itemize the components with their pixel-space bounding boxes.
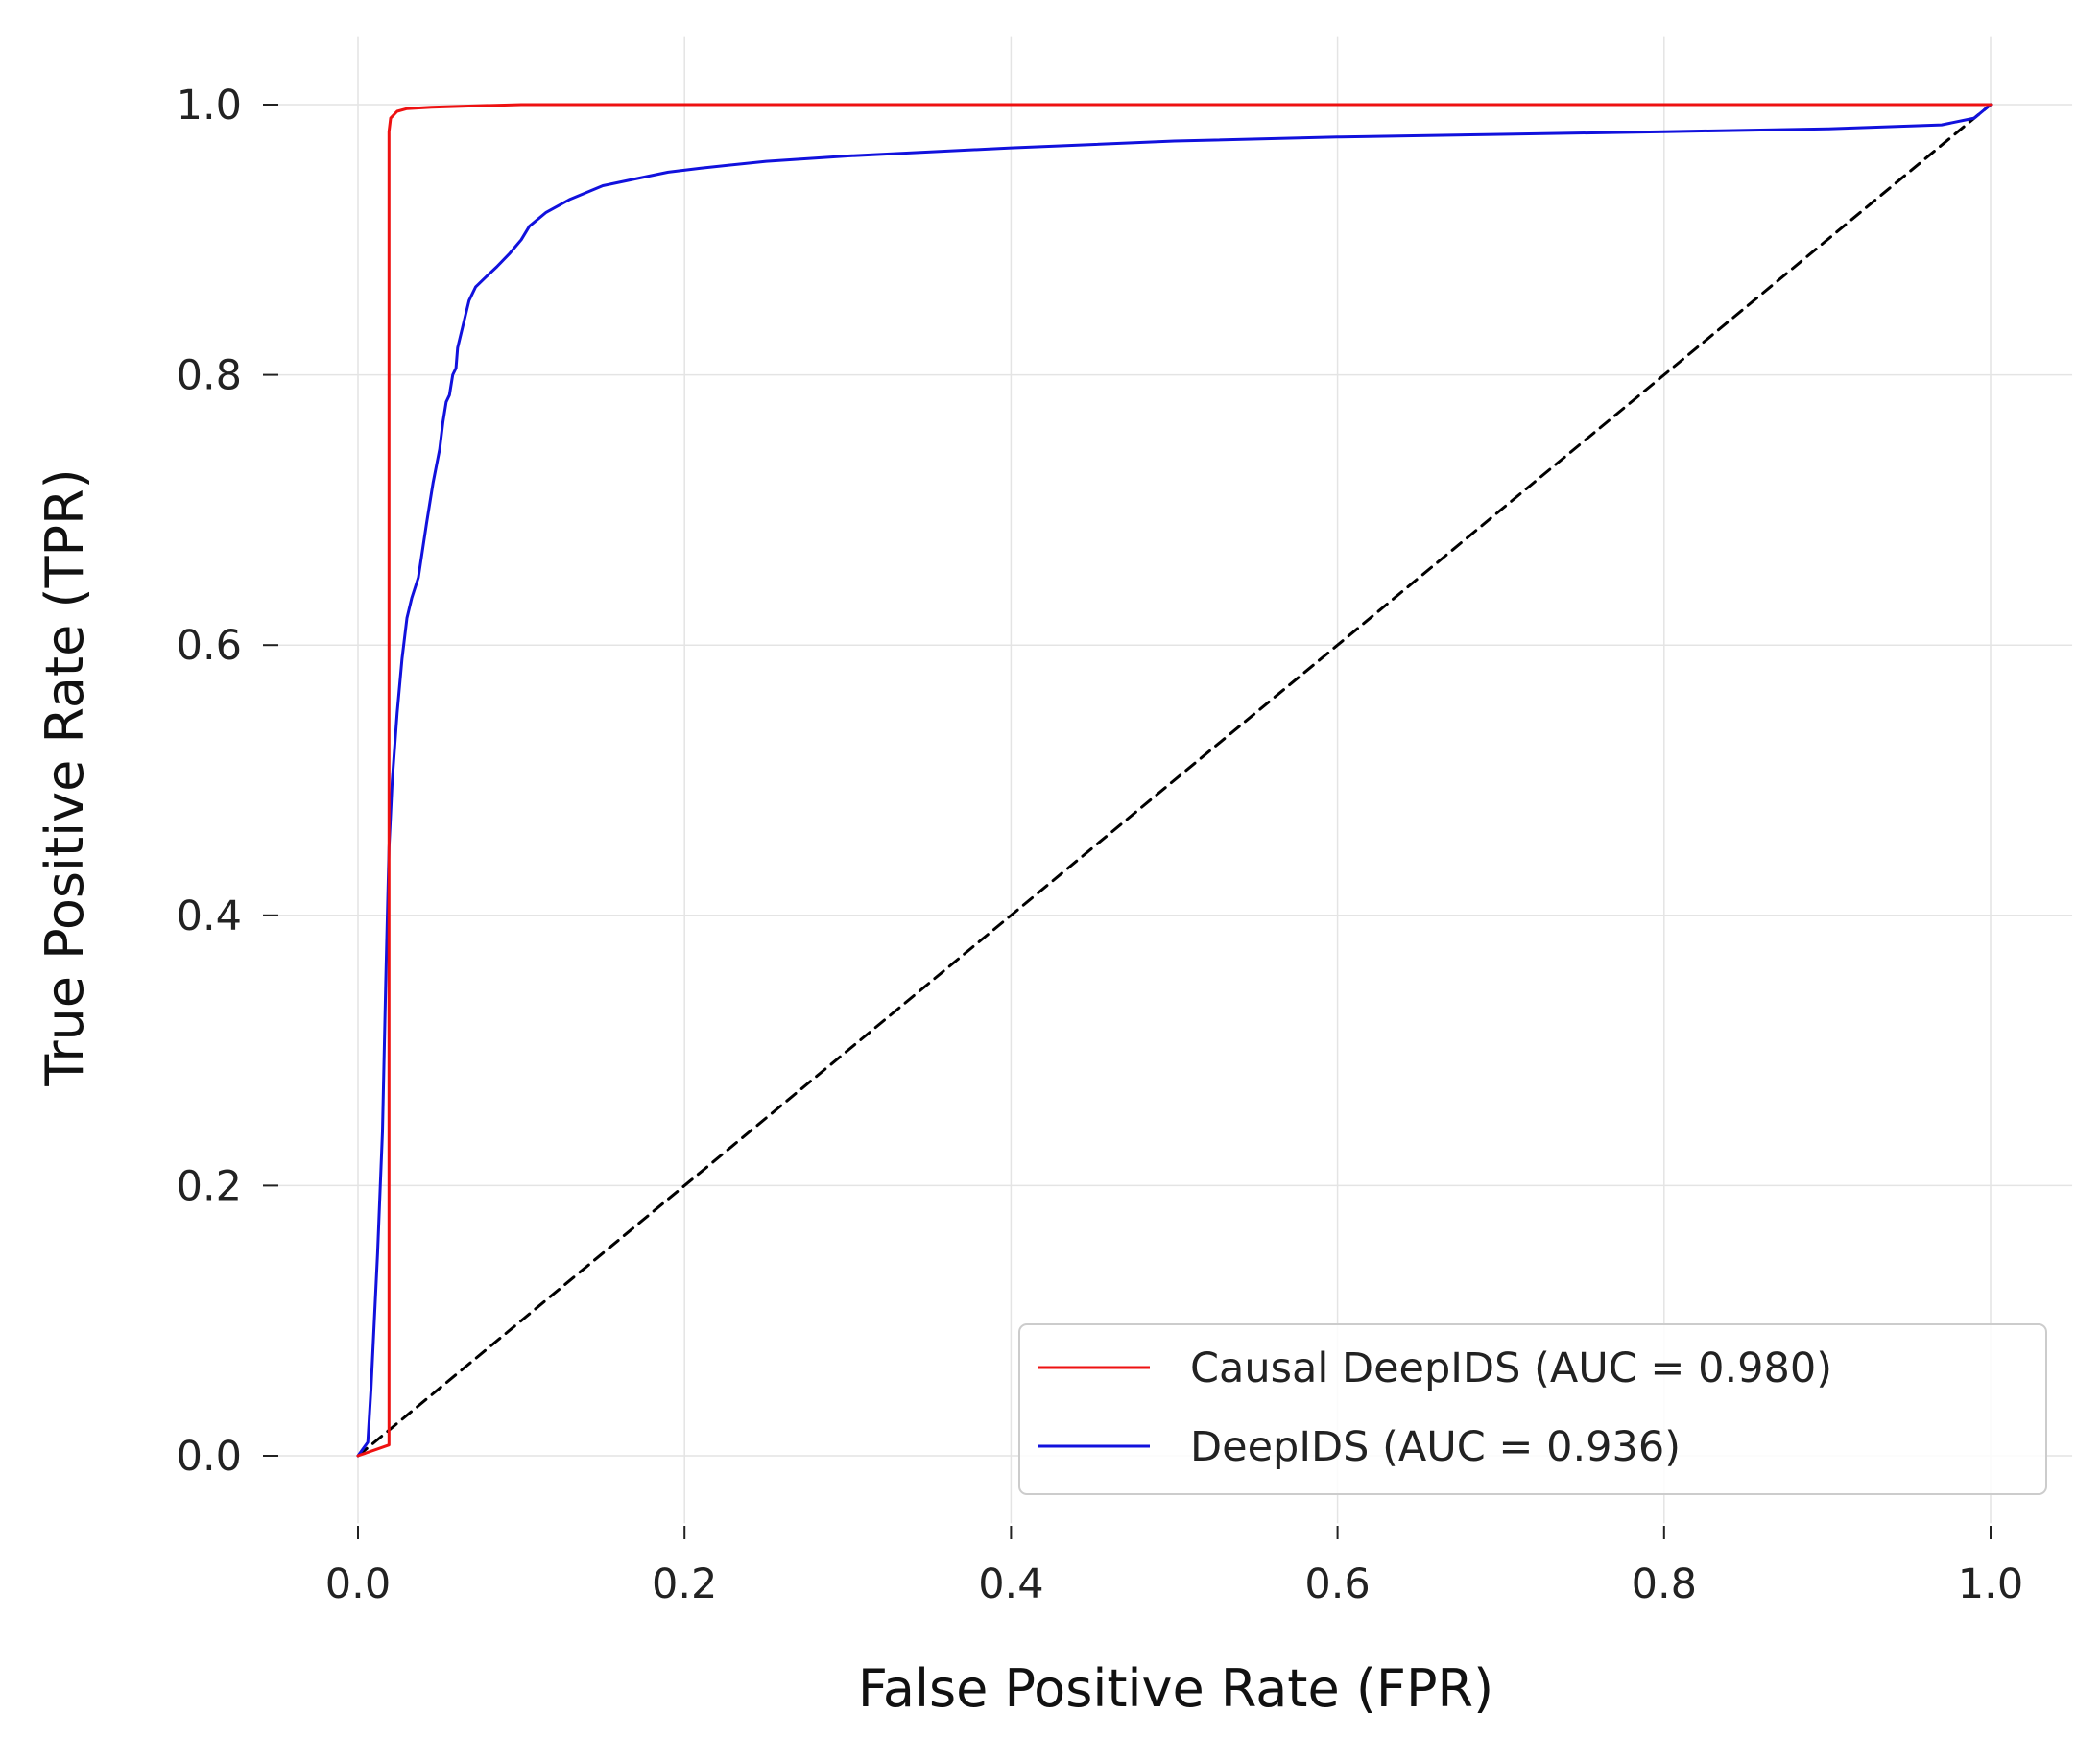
- legend-label: DeepIDS (AUC = 0.936): [1190, 1423, 1681, 1471]
- x-tick-label: 0.8: [1632, 1560, 1697, 1608]
- x-tick-label: 0.2: [652, 1560, 717, 1608]
- y-tick-label: 0.6: [177, 622, 242, 670]
- series-line-1: [356, 103, 1993, 1458]
- legend-label: Causal DeepIDS (AUC = 0.980): [1190, 1344, 1832, 1392]
- x-tick-label: 0.0: [325, 1560, 391, 1608]
- x-axis-label: False Positive Rate (FPR): [858, 1658, 1493, 1719]
- series-lines: [356, 103, 1993, 1458]
- legend: Causal DeepIDS (AUC = 0.980) DeepIDS (AUC…: [1018, 1323, 2047, 1495]
- y-tick-label: 0.8: [177, 352, 242, 400]
- random-classifier-diagonal: [356, 103, 1993, 1458]
- y-tick-label: 0.0: [177, 1433, 242, 1481]
- x-tick-label: 0.6: [1304, 1560, 1370, 1608]
- legend-box: [1018, 1323, 2047, 1495]
- x-tick-label: 0.4: [978, 1560, 1043, 1608]
- y-tick-label: 0.4: [177, 892, 242, 940]
- y-tick-label: 1.0: [177, 82, 242, 130]
- series-line-0: [356, 103, 1993, 1458]
- x-tick-label: 1.0: [1958, 1560, 2023, 1608]
- y-axis-label: True Positive Rate (TPR): [35, 468, 95, 1086]
- axis-ticks: 0.0 0.2 0.4 0.6 0.8 1.0 0.0 0.2 0.4 0.6 0.8 1.0: [177, 82, 2024, 1608]
- y-tick-label: 0.2: [177, 1162, 242, 1210]
